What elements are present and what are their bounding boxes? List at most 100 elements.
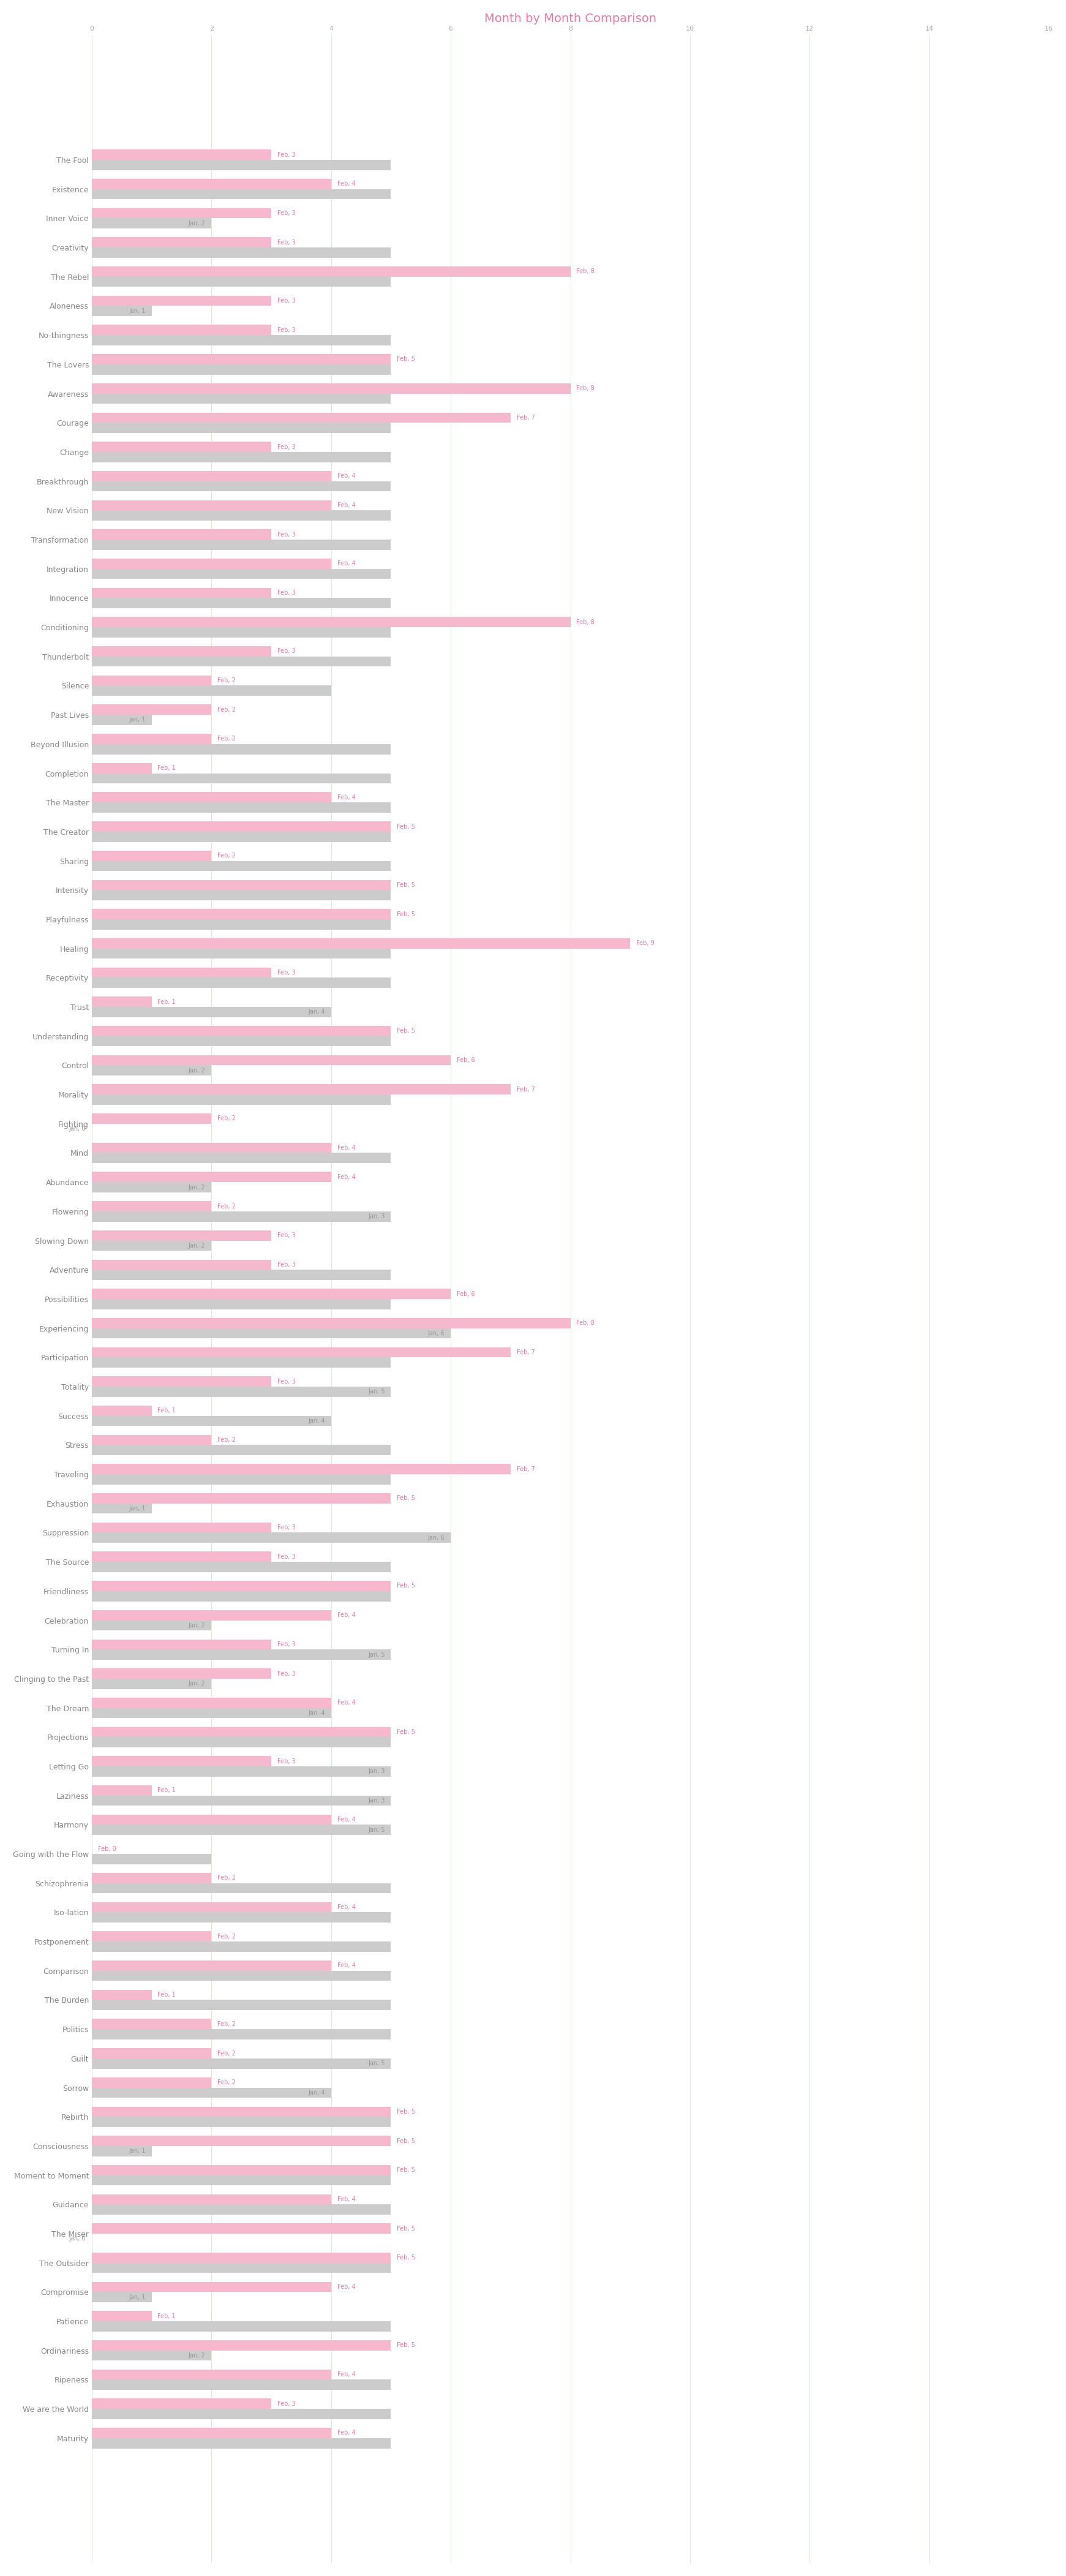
Bar	[92, 1824, 391, 1834]
Bar	[92, 1883, 391, 1893]
Text: Feb, 3: Feb, 3	[277, 1525, 295, 1530]
Text: Feb, 3: Feb, 3	[277, 590, 295, 595]
Text: Jan, 4: Jan, 4	[308, 1010, 325, 1015]
Text: Feb, 5: Feb, 5	[397, 2166, 415, 2174]
Text: Feb, 5: Feb, 5	[397, 912, 415, 917]
Bar	[92, 1551, 271, 1561]
Bar	[92, 1298, 391, 1309]
Bar	[92, 296, 271, 307]
Text: Feb, 5: Feb, 5	[397, 2342, 415, 2349]
Text: Feb, 3: Feb, 3	[277, 1553, 295, 1561]
Bar	[92, 909, 391, 920]
Text: Jan, 2: Jan, 2	[189, 1185, 206, 1190]
Bar	[92, 265, 570, 276]
Text: Feb, 7: Feb, 7	[517, 1087, 535, 1092]
Bar	[92, 394, 391, 404]
Bar	[92, 2251, 391, 2262]
Bar	[92, 1376, 271, 1386]
Text: Jan, 1: Jan, 1	[129, 1504, 146, 1512]
Text: Feb, 4: Feb, 4	[337, 1613, 355, 1618]
Text: Feb, 5: Feb, 5	[397, 1728, 415, 1736]
Bar	[92, 1582, 391, 1592]
Bar	[92, 2282, 332, 2293]
Bar	[92, 209, 271, 219]
Bar	[92, 2427, 332, 2437]
Text: Feb, 0: Feb, 0	[98, 1847, 116, 1852]
Text: Feb, 4: Feb, 4	[337, 562, 355, 567]
Text: Feb, 2: Feb, 2	[217, 2022, 236, 2027]
Bar	[92, 335, 391, 345]
Bar	[92, 1113, 211, 1123]
Bar	[92, 412, 511, 422]
Text: Feb, 2: Feb, 2	[217, 853, 236, 858]
Bar	[92, 1814, 332, 1824]
Text: Feb, 1: Feb, 1	[158, 2313, 176, 2318]
Bar	[92, 1417, 332, 1427]
Text: Jan, 4: Jan, 4	[308, 1417, 325, 1425]
Bar	[92, 1358, 391, 1368]
Bar	[92, 1211, 391, 1221]
Bar	[92, 1971, 391, 1981]
Bar	[92, 538, 391, 549]
Bar	[92, 948, 391, 958]
Text: Feb, 4: Feb, 4	[337, 2372, 355, 2378]
Text: Feb, 7: Feb, 7	[517, 1466, 535, 1471]
Bar	[92, 804, 391, 811]
Text: Feb, 2: Feb, 2	[217, 2050, 236, 2056]
Text: Feb, 6: Feb, 6	[456, 1056, 475, 1064]
Bar	[92, 1942, 391, 1953]
Text: Feb, 9: Feb, 9	[636, 940, 655, 945]
Text: Feb, 3: Feb, 3	[277, 1669, 295, 1677]
Bar	[92, 685, 332, 696]
Bar	[92, 822, 391, 832]
Text: Feb, 3: Feb, 3	[277, 152, 295, 157]
Bar	[92, 2020, 211, 2030]
Bar	[92, 1319, 570, 1329]
Text: Feb, 4: Feb, 4	[337, 1904, 355, 1911]
Bar	[92, 1592, 391, 1602]
Bar	[92, 1873, 211, 1883]
Bar	[92, 1231, 271, 1242]
Text: Feb, 2: Feb, 2	[217, 1203, 236, 1208]
Bar	[92, 2370, 332, 2380]
Bar	[92, 920, 391, 930]
Text: Feb, 2: Feb, 2	[217, 677, 236, 683]
Bar	[92, 744, 391, 755]
Bar	[92, 714, 151, 724]
Bar	[92, 850, 211, 860]
Bar	[92, 1561, 391, 1571]
Bar	[92, 1406, 151, 1417]
Bar	[92, 1533, 451, 1543]
Text: Feb, 5: Feb, 5	[397, 2254, 415, 2262]
Text: Feb, 5: Feb, 5	[397, 2226, 415, 2231]
Bar	[92, 2223, 391, 2233]
Text: Jan, 4: Jan, 4	[308, 1710, 325, 1716]
Bar	[92, 1347, 511, 1358]
Bar	[92, 528, 271, 538]
Text: Feb, 1: Feb, 1	[158, 1406, 176, 1414]
Bar	[92, 1435, 211, 1445]
Bar	[92, 1025, 391, 1036]
Bar	[92, 773, 391, 783]
Text: Feb, 7: Feb, 7	[517, 1350, 535, 1355]
Text: Feb, 5: Feb, 5	[397, 881, 415, 889]
Bar	[92, 832, 391, 842]
Text: Feb, 5: Feb, 5	[397, 1582, 415, 1589]
Text: Feb, 8: Feb, 8	[577, 1319, 595, 1327]
Title: Month by Month Comparison: Month by Month Comparison	[484, 13, 657, 23]
Bar	[92, 1757, 271, 1767]
Text: Feb, 3: Feb, 3	[277, 327, 295, 332]
Text: Feb, 5: Feb, 5	[397, 2110, 415, 2115]
Bar	[92, 881, 391, 891]
Text: Jan, 6: Jan, 6	[427, 1535, 445, 1540]
Text: Feb, 3: Feb, 3	[277, 1262, 295, 1267]
Text: Feb, 4: Feb, 4	[337, 180, 355, 188]
Bar	[92, 188, 391, 198]
Text: Feb, 6: Feb, 6	[456, 1291, 475, 1296]
Bar	[92, 2262, 391, 2272]
Bar	[92, 675, 211, 685]
Bar	[92, 2398, 271, 2409]
Bar	[92, 1785, 151, 1795]
Bar	[92, 1610, 332, 1620]
Text: Jan, 4: Jan, 4	[308, 2089, 325, 2097]
